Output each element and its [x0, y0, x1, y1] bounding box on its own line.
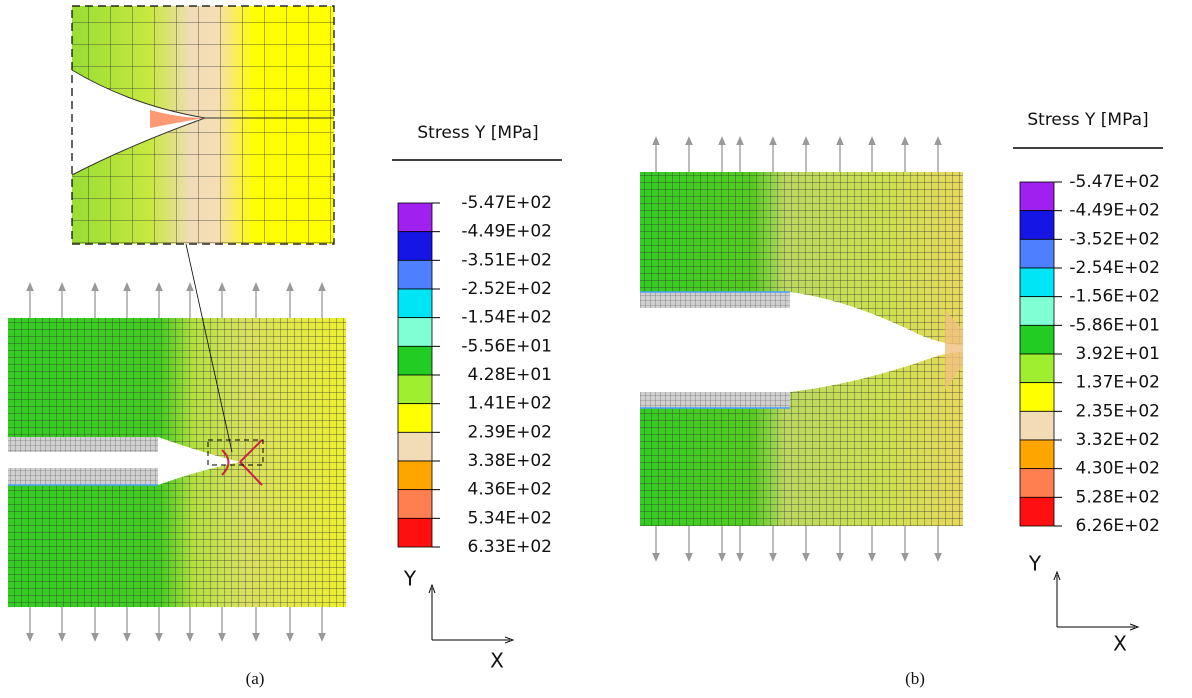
color-swatch — [1020, 268, 1054, 297]
color-swatch — [398, 318, 432, 347]
color-swatch — [398, 518, 432, 547]
panel-label: (a) — [246, 669, 265, 688]
color-swatch — [398, 461, 432, 490]
color-swatch — [1020, 211, 1054, 240]
legend-label: 3.32E+02 — [1076, 430, 1160, 450]
legend-label: 4.30E+02 — [1076, 459, 1160, 479]
color-swatch — [398, 375, 432, 404]
legend-label: -5.47E+02 — [461, 193, 552, 213]
legend-label: -4.49E+02 — [1069, 201, 1160, 221]
color-swatch — [1020, 354, 1054, 383]
legend-label: -1.54E+02 — [461, 308, 552, 328]
legend-title: Stress Y [MPa] — [417, 123, 538, 143]
color-swatch — [1020, 411, 1054, 440]
legend-label: 3.38E+02 — [468, 451, 552, 471]
legend-label: 1.41E+02 — [468, 394, 552, 414]
legend-label: -2.52E+02 — [461, 279, 552, 299]
color-swatch — [398, 289, 432, 318]
legend-label: 6.26E+02 — [1076, 516, 1160, 536]
legend-label: -2.54E+02 — [1069, 258, 1160, 278]
specimen-b — [640, 172, 963, 526]
color-swatch — [1020, 440, 1054, 469]
color-swatch — [398, 346, 432, 375]
panel-label: (b) — [905, 669, 925, 688]
axis-label: Y — [403, 567, 417, 591]
color-swatch — [1020, 469, 1054, 498]
legend-label: -5.86E+01 — [1069, 315, 1160, 335]
legend-label: 3.92E+01 — [1076, 344, 1160, 364]
color-swatch — [1020, 182, 1054, 211]
color-swatch — [1020, 497, 1054, 526]
figure: Stress Y [MPa] -5.47E+02 -4.49E+02 -3.51E+0… — [0, 0, 1192, 694]
legend-label: 2.35E+02 — [1076, 401, 1160, 421]
legend-label: 5.28E+02 — [1076, 487, 1160, 507]
legend-label: 4.28E+01 — [468, 365, 552, 385]
color-swatch — [1020, 325, 1054, 354]
legend-label: 1.37E+02 — [1076, 373, 1160, 393]
color-swatch — [398, 404, 432, 433]
color-swatch — [398, 232, 432, 261]
legend-label: -3.51E+02 — [461, 250, 552, 270]
legend-label: -5.56E+01 — [461, 336, 552, 356]
legend-label: 5.34E+02 — [468, 508, 552, 528]
color-swatch — [1020, 383, 1054, 412]
legend-title: Stress Y [MPa] — [1027, 110, 1148, 130]
color-swatch — [1020, 239, 1054, 268]
color-swatch — [398, 432, 432, 461]
legend-label: -5.47E+02 — [1069, 172, 1160, 192]
legend-label: 4.36E+02 — [468, 480, 552, 500]
inset — [72, 6, 334, 244]
specimen-a — [8, 244, 346, 607]
legend-label: -4.49E+02 — [461, 222, 552, 242]
color-swatch — [1020, 297, 1054, 326]
axis-label: X — [490, 649, 504, 673]
legend-label: 2.39E+02 — [468, 422, 552, 442]
legend-label: -3.52E+02 — [1069, 229, 1160, 249]
legend-label: 6.33E+02 — [468, 537, 552, 557]
color-swatch — [398, 490, 432, 519]
color-swatch — [398, 203, 432, 232]
color-swatch — [398, 260, 432, 289]
axis-label: X — [1113, 632, 1127, 656]
axis-label: Y — [1028, 552, 1042, 576]
legend-label: -1.56E+02 — [1069, 287, 1160, 307]
